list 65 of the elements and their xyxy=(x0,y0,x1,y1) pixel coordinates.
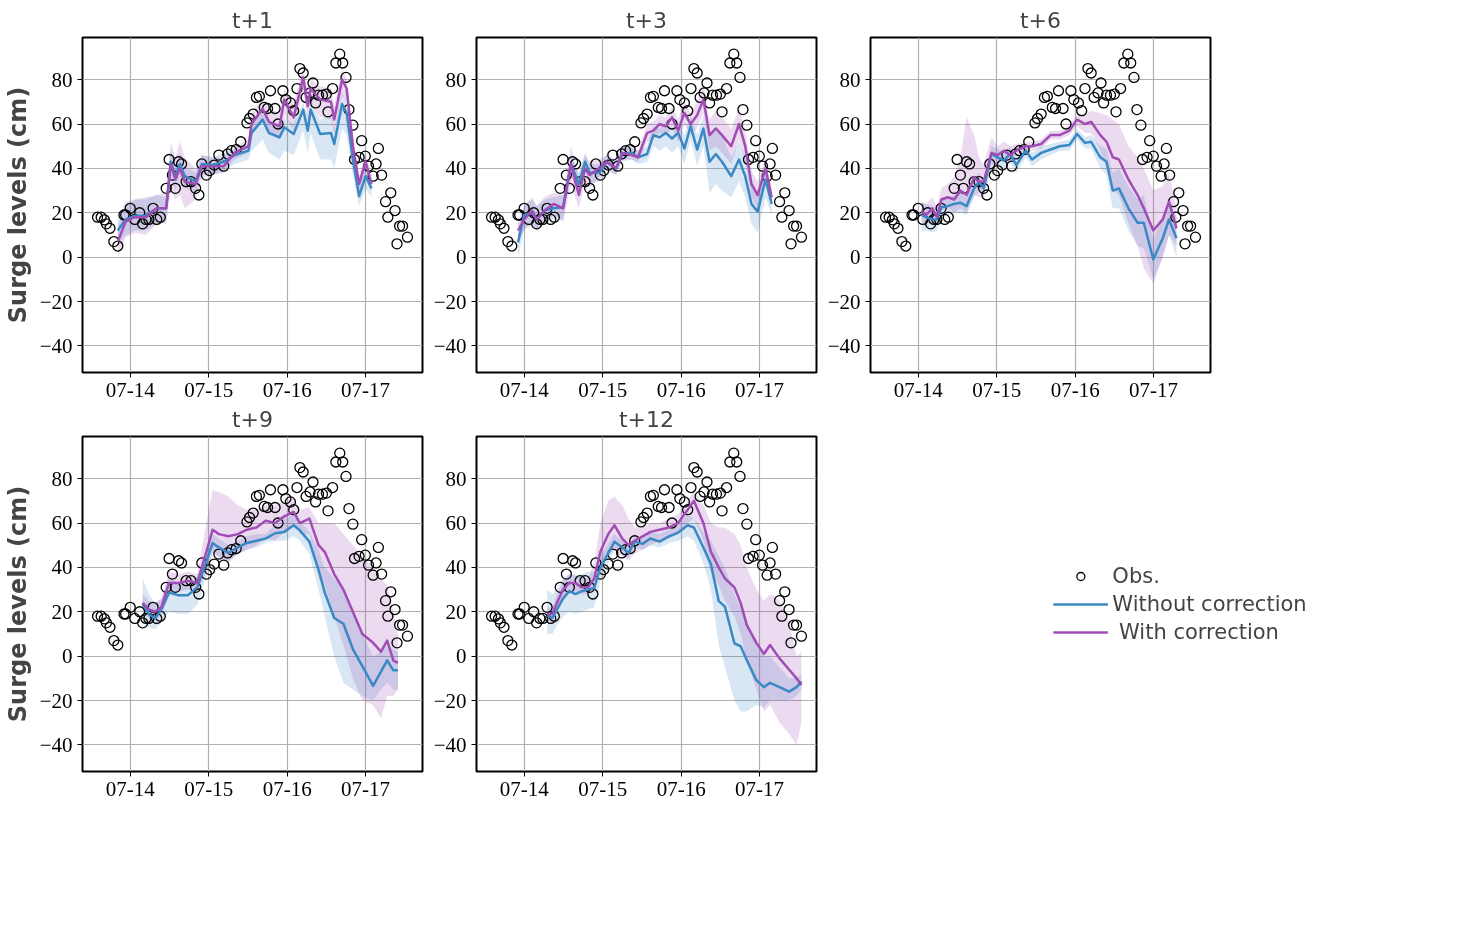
x-tick-label: 07-16 xyxy=(262,377,312,402)
y-tick-label: 40 xyxy=(51,555,73,580)
x-tick-label: 07-16 xyxy=(656,776,706,801)
x-tick-label: 07-14 xyxy=(499,377,550,402)
x-tick-label: 07-17 xyxy=(735,377,785,402)
legend-label: Without correction xyxy=(1112,591,1307,616)
x-tick-label: 07-15 xyxy=(578,776,628,801)
x-tick-label: 07-16 xyxy=(262,776,312,801)
x-tick-label: 07-17 xyxy=(341,377,391,402)
y-tick-label: 20 xyxy=(839,200,861,225)
x-tick-label: 07-14 xyxy=(893,377,944,402)
y-tick-label: −20 xyxy=(39,289,73,314)
y-tick-label: 40 xyxy=(51,156,73,181)
x-tick-label: 07-15 xyxy=(184,776,234,801)
x-tick-label: 07-15 xyxy=(972,377,1022,402)
y-tick-label: 20 xyxy=(445,200,467,225)
y-tick-label: −40 xyxy=(433,732,467,757)
y-tick-label: 40 xyxy=(839,156,861,181)
chart-title: t+3 xyxy=(625,7,668,33)
y-tick-label: 0 xyxy=(62,644,73,669)
y-tick-label: −40 xyxy=(39,732,73,757)
y-tick-label: 60 xyxy=(51,112,73,137)
y-tick-label: 0 xyxy=(456,644,467,669)
x-tick-label: 07-15 xyxy=(578,377,628,402)
x-tick-label: 07-14 xyxy=(105,776,156,801)
y-tick-label: −20 xyxy=(827,289,861,314)
chart-title: t+12 xyxy=(618,406,675,432)
y-tick-label: 80 xyxy=(445,67,467,92)
y-tick-label: 80 xyxy=(839,67,861,92)
x-tick-label: 07-17 xyxy=(341,776,391,801)
x-tick-label: 07-14 xyxy=(105,377,156,402)
chart-title: t+9 xyxy=(231,406,274,432)
y-axis-title: Surge levels (cm) xyxy=(3,86,32,324)
y-tick-label: 40 xyxy=(445,555,467,580)
x-tick-label: 07-17 xyxy=(1129,377,1179,402)
y-tick-label: −40 xyxy=(433,333,467,358)
y-axis-title: Surge levels (cm) xyxy=(3,485,32,723)
y-tick-label: −20 xyxy=(433,688,467,713)
y-tick-label: 0 xyxy=(62,245,73,270)
y-tick-label: 0 xyxy=(850,245,861,270)
x-tick-label: 07-14 xyxy=(499,776,550,801)
y-tick-label: −20 xyxy=(433,289,467,314)
y-tick-label: 20 xyxy=(51,599,73,624)
y-tick-label: 20 xyxy=(51,200,73,225)
y-tick-label: 80 xyxy=(445,466,467,491)
legend-label: With correction xyxy=(1118,619,1279,644)
y-tick-label: −40 xyxy=(827,333,861,358)
y-tick-label: 20 xyxy=(445,599,467,624)
x-tick-label: 07-16 xyxy=(1050,377,1100,402)
y-tick-label: 60 xyxy=(51,511,73,536)
chart-title: t+1 xyxy=(231,7,274,33)
legend-label: Obs. xyxy=(1112,563,1160,588)
y-tick-label: 80 xyxy=(51,67,73,92)
y-tick-label: 60 xyxy=(839,112,861,137)
x-tick-label: 07-15 xyxy=(184,377,234,402)
y-tick-label: 40 xyxy=(445,156,467,181)
y-tick-label: −40 xyxy=(39,333,73,358)
y-tick-label: 80 xyxy=(51,466,73,491)
y-tick-label: −20 xyxy=(39,688,73,713)
y-tick-label: 60 xyxy=(445,112,467,137)
chart-title: t+6 xyxy=(1019,7,1062,33)
x-tick-label: 07-17 xyxy=(735,776,785,801)
x-tick-label: 07-16 xyxy=(656,377,706,402)
y-tick-label: 60 xyxy=(445,511,467,536)
y-tick-label: 0 xyxy=(456,245,467,270)
